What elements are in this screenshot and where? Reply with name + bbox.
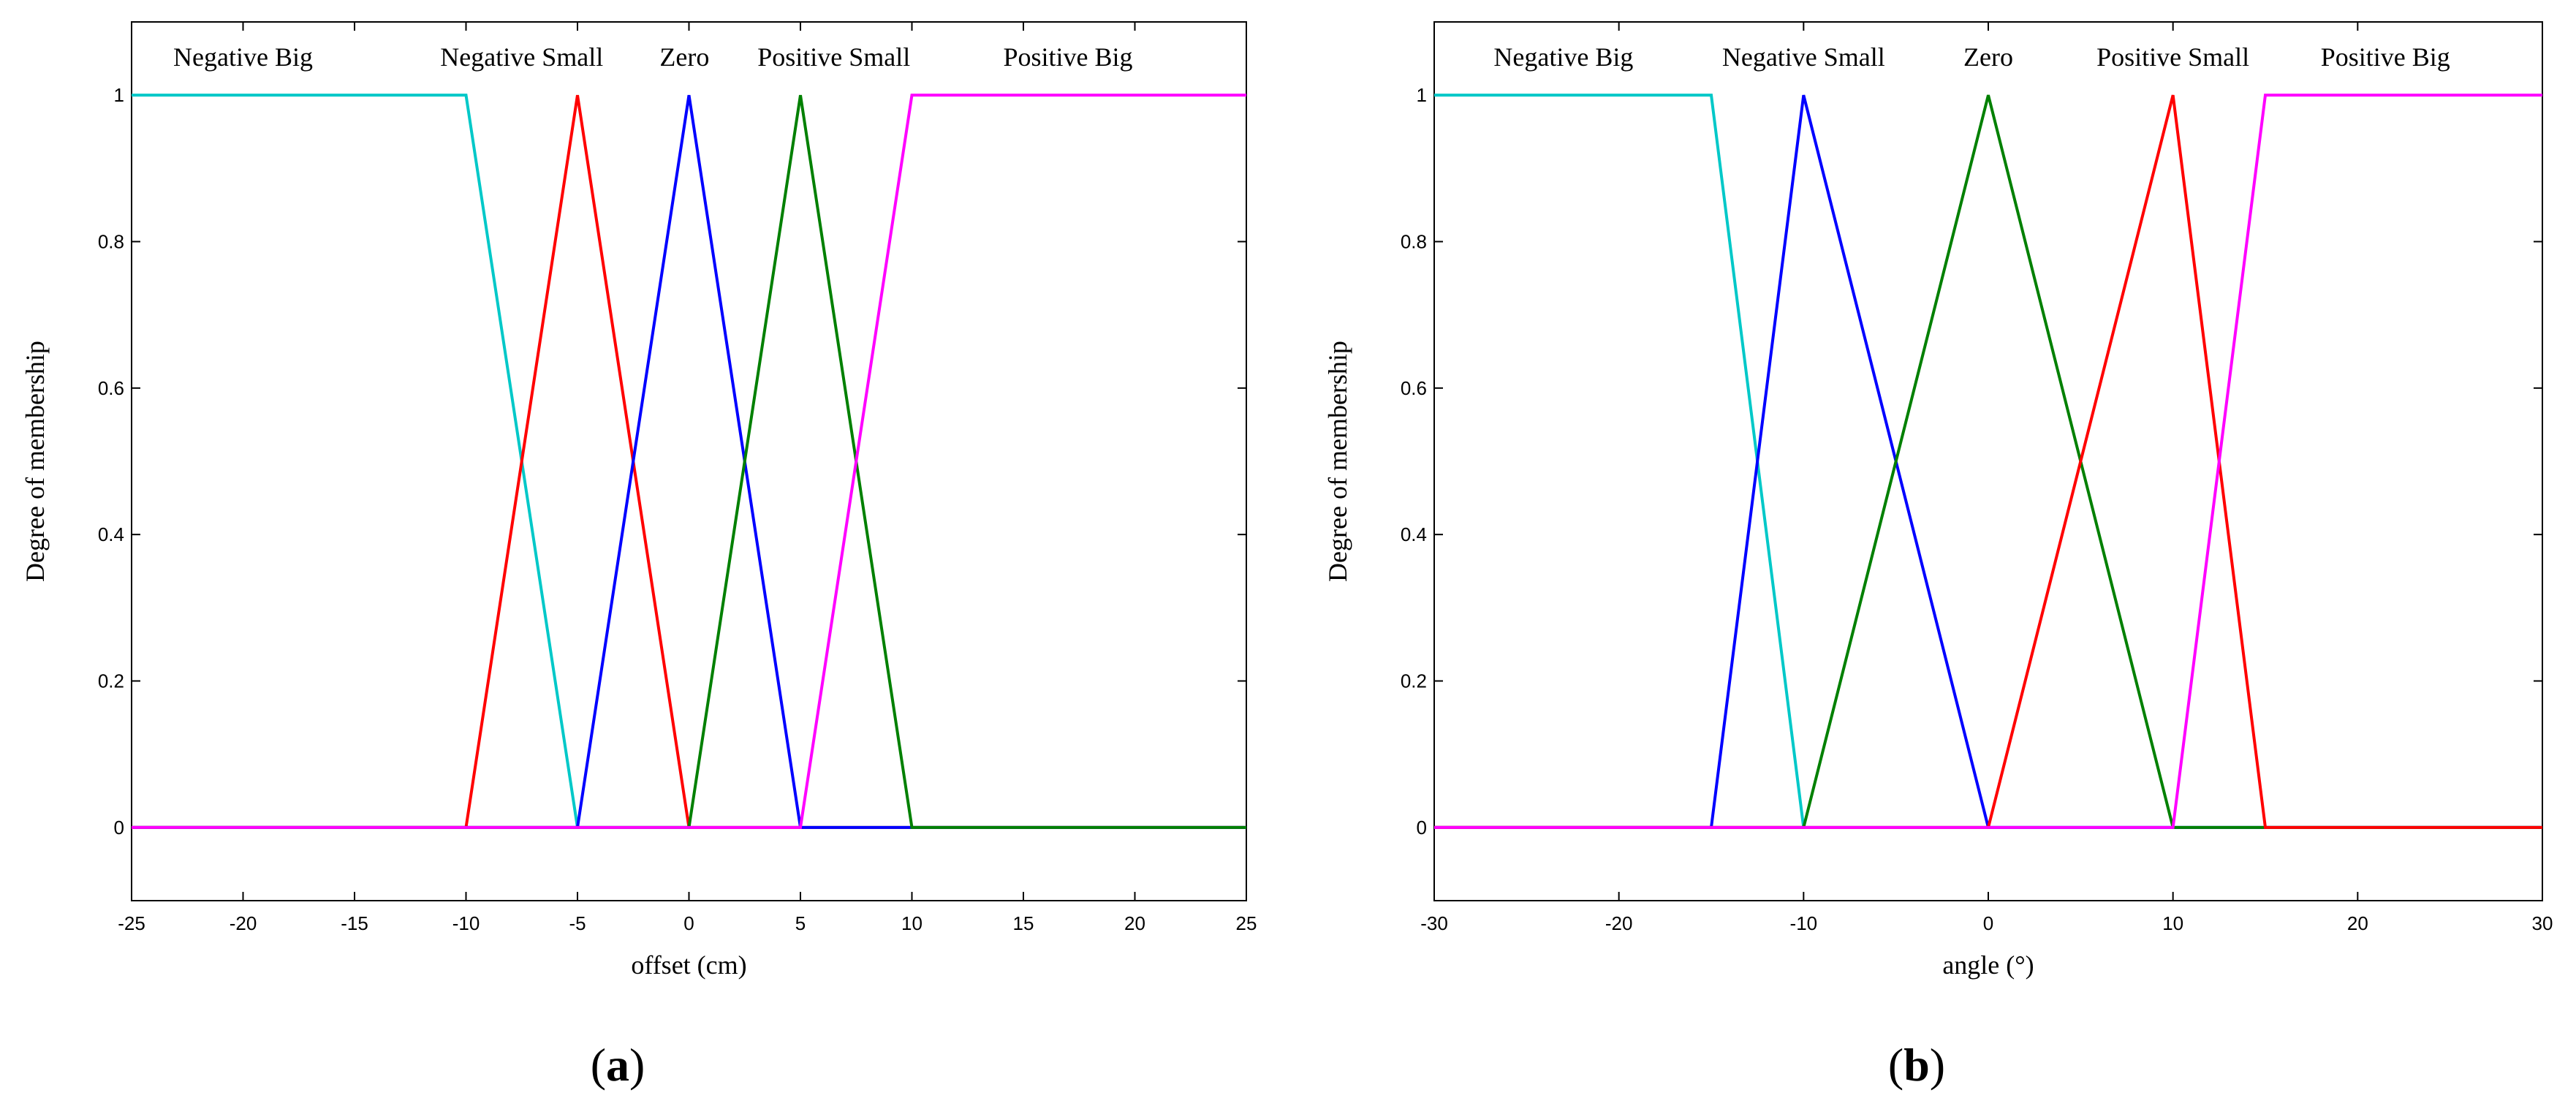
panel-a: -25 -20 -15 -10 -5 0 5 10 15 20 25 0 0.2 0.4 0.6 0.8 1 Ne… (20, 21, 1257, 1091)
panel-b: -30 -20 -10 0 10 20 30 0 0.2 0.4 0.6 0.8 1 Negative B… (1323, 21, 2553, 1091)
y-tick-label: 0.4 (1401, 523, 1427, 545)
series-line-positive-big (132, 94, 1246, 829)
x-tick-label: 30 (2532, 912, 2553, 934)
mf-label-positive-small: Positive Small (757, 42, 910, 72)
mf-label-positive-big: Positive Big (2321, 42, 2450, 72)
mf-label-negative-big: Negative Big (173, 42, 313, 72)
x-tick-label: -20 (230, 912, 257, 934)
y-tick-label: 0.6 (1401, 377, 1427, 399)
x-axis-label: offset (cm) (631, 950, 746, 980)
y-tick-label: 1 (114, 84, 124, 106)
y-tick-label: 0.8 (1401, 231, 1427, 253)
y-axis-label: Degree of membership (1323, 341, 1352, 582)
series-line-positive-big (1434, 94, 2542, 829)
x-tick-label: -25 (118, 912, 145, 934)
y-tick-label: 0.8 (98, 231, 124, 253)
mf-label-negative-small: Negative Small (440, 42, 603, 72)
panel-caption: (a) (591, 1039, 645, 1091)
y-tick-label: 0.2 (98, 670, 124, 692)
x-tick-label: 15 (1013, 912, 1034, 934)
x-tick-label: 20 (1124, 912, 1145, 934)
y-tick-label: 0.4 (98, 523, 124, 545)
mf-label-zero: Zero (1963, 42, 2013, 72)
mf-label-positive-big: Positive Big (1003, 42, 1132, 72)
x-tick-label: -15 (341, 912, 368, 934)
y-tick-label: 0 (114, 817, 124, 839)
x-tick-label: -10 (1790, 912, 1818, 934)
x-tick-label: -20 (1605, 912, 1633, 934)
x-tick-label: 25 (1236, 912, 1257, 934)
x-tick-label: 0 (683, 912, 694, 934)
mf-label-positive-small: Positive Small (2096, 42, 2249, 72)
panel-caption-letter: a (606, 1039, 629, 1091)
panel-caption: (b) (1888, 1039, 1945, 1091)
y-tick-label: 0.2 (1401, 670, 1427, 692)
x-axis-label: angle (°) (1942, 950, 2034, 980)
y-tick-label: 0.6 (98, 377, 124, 399)
x-tick-label: -5 (569, 912, 586, 934)
x-tick-label: 20 (2347, 912, 2368, 934)
x-tick-label: 0 (1983, 912, 1993, 934)
x-tick-label: 10 (2162, 912, 2183, 934)
mf-label-negative-small: Negative Small (1722, 42, 1885, 72)
y-tick-label: 1 (1417, 84, 1427, 106)
plot-area (1433, 21, 2543, 901)
x-tick-label: 5 (795, 912, 806, 934)
x-tick-label: -30 (1420, 912, 1448, 934)
y-tick-label: 0 (1417, 817, 1427, 839)
panel-caption-letter: b (1903, 1039, 1930, 1091)
x-tick-label: -10 (452, 912, 480, 934)
mf-label-zero: Zero (659, 42, 709, 72)
mf-label-negative-big: Negative Big (1493, 42, 1633, 72)
y-axis-label: Degree of membership (20, 341, 50, 582)
plot-area (131, 21, 1247, 901)
x-tick-label: 10 (901, 912, 923, 934)
